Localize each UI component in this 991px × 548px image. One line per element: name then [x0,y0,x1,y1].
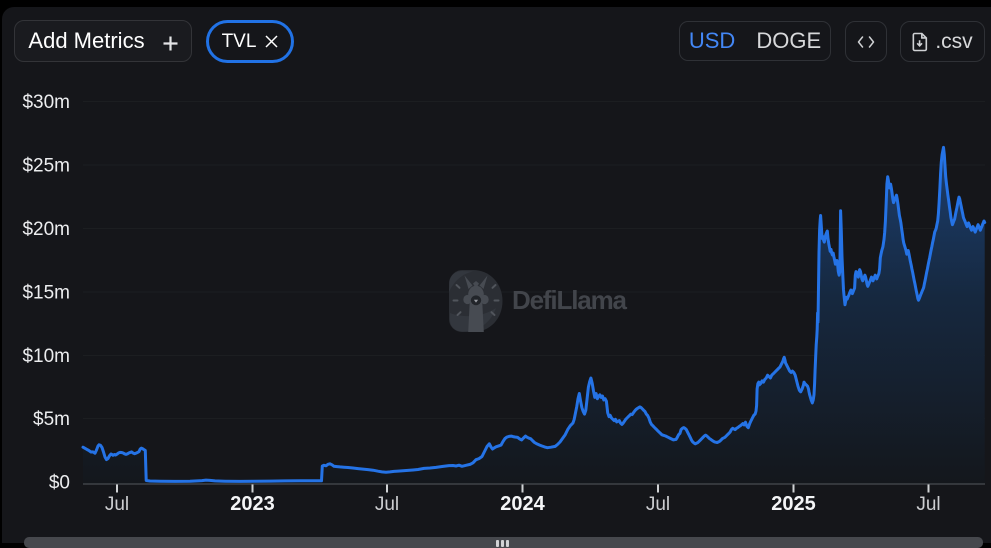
svg-text:$5m: $5m [33,409,70,430]
svg-text:Jul: Jul [105,494,129,515]
svg-text:DefiLlama: DefiLlama [512,285,628,315]
svg-text:2023: 2023 [230,493,275,515]
svg-text:$10m: $10m [22,346,70,367]
svg-text:2024: 2024 [500,493,545,515]
svg-text:Jul: Jul [916,494,940,515]
svg-text:$25m: $25m [22,156,70,177]
svg-text:$20m: $20m [22,219,70,240]
svg-text:$0: $0 [49,473,70,494]
svg-text:Jul: Jul [646,494,670,515]
svg-text:$30m: $30m [22,92,70,113]
svg-text:$15m: $15m [22,283,70,304]
svg-text:2025: 2025 [771,493,816,515]
svg-text:Jul: Jul [375,494,399,515]
